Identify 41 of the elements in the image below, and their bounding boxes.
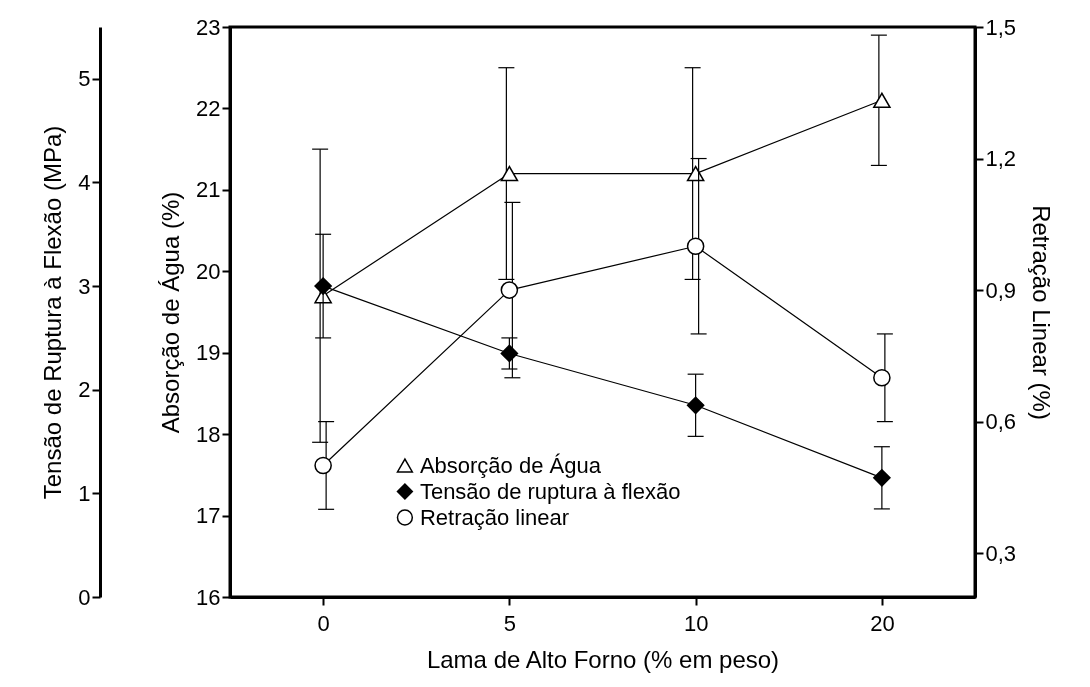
point xyxy=(314,277,332,295)
y2-axis-title: Retração Linear (%) xyxy=(1028,205,1056,420)
point xyxy=(686,165,705,182)
point xyxy=(500,344,519,363)
legend-label: Absorção de Água xyxy=(419,452,602,478)
y2-tick-label: 0,3 xyxy=(985,540,1017,566)
y3-tick-label: 4 xyxy=(78,169,91,195)
point xyxy=(314,456,332,475)
y3-tick-label: 5 xyxy=(78,66,91,92)
y-tick-label: 17 xyxy=(196,503,221,529)
y2-tick-label: 1,5 xyxy=(985,14,1017,40)
y2-tick-label: 0,6 xyxy=(985,409,1017,435)
y2-tick-label: 0,9 xyxy=(985,277,1017,303)
y3-tick-label: 1 xyxy=(78,480,91,506)
y3-tick-label: 0 xyxy=(78,584,91,610)
x-tick-label: 0 xyxy=(317,610,330,636)
y-tick-label: 22 xyxy=(196,95,221,121)
y3-tick-label: 3 xyxy=(78,273,91,299)
x-tick-label: 5 xyxy=(503,610,516,636)
x-axis-title: Lama de Alto Forno (% em peso) xyxy=(426,645,780,673)
y-tick-label: 23 xyxy=(196,14,221,40)
legend-label: Tensão de ruptura à flexão xyxy=(419,478,681,504)
y3-tick-label: 2 xyxy=(78,377,91,403)
y2-tick-label: 1,2 xyxy=(985,146,1017,172)
point xyxy=(686,237,705,256)
point xyxy=(873,92,891,109)
legend-label: Retração linear xyxy=(419,504,570,530)
y-tick-label: 16 xyxy=(196,584,221,610)
x-tick-label: 10 xyxy=(683,610,709,636)
x-tick-label: 20 xyxy=(870,610,895,636)
y-tick-label: 21 xyxy=(196,177,221,203)
y3-axis-title: Tensão de Ruptura à Flexão (MPa) xyxy=(39,125,67,500)
y-tick-label: 18 xyxy=(196,421,221,447)
point xyxy=(873,469,891,487)
point xyxy=(873,368,891,387)
y-tick-label: 20 xyxy=(196,258,221,284)
point xyxy=(500,281,519,299)
point xyxy=(686,396,705,415)
y-axis-title: Absorção de Água (%) xyxy=(157,191,185,434)
y-tick-label: 19 xyxy=(196,340,221,366)
point xyxy=(500,165,519,182)
